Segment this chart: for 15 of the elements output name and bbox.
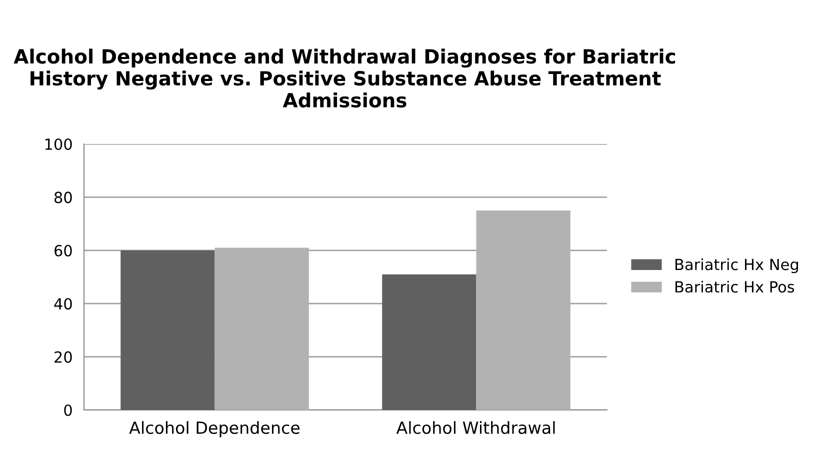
y-tick-label: 100 — [45, 138, 72, 150]
bar — [382, 274, 476, 410]
legend-label: Bariatric Hx Pos — [675, 280, 794, 293]
x-tick-label: Alcohol Dependence — [129, 421, 300, 438]
y-tick-label: 20 — [54, 351, 72, 363]
bar — [214, 248, 309, 410]
y-tick-label: 0 — [64, 404, 72, 416]
bar — [120, 250, 215, 410]
x-tick-label: Alcohol Withdrawal — [396, 421, 555, 434]
y-tick-label: 40 — [54, 298, 72, 310]
legend-label: Bariatric Hx Neg — [675, 258, 798, 274]
y-tick-label: 60 — [54, 244, 72, 256]
y-tick-label: 80 — [54, 192, 72, 204]
chart-title: Alcohol Dependence and Withdrawal Diagnoses for Bariatric History Negative vs. Positive Substance Abuse Treatment Admissions — [14, 48, 676, 108]
bar — [476, 210, 570, 410]
